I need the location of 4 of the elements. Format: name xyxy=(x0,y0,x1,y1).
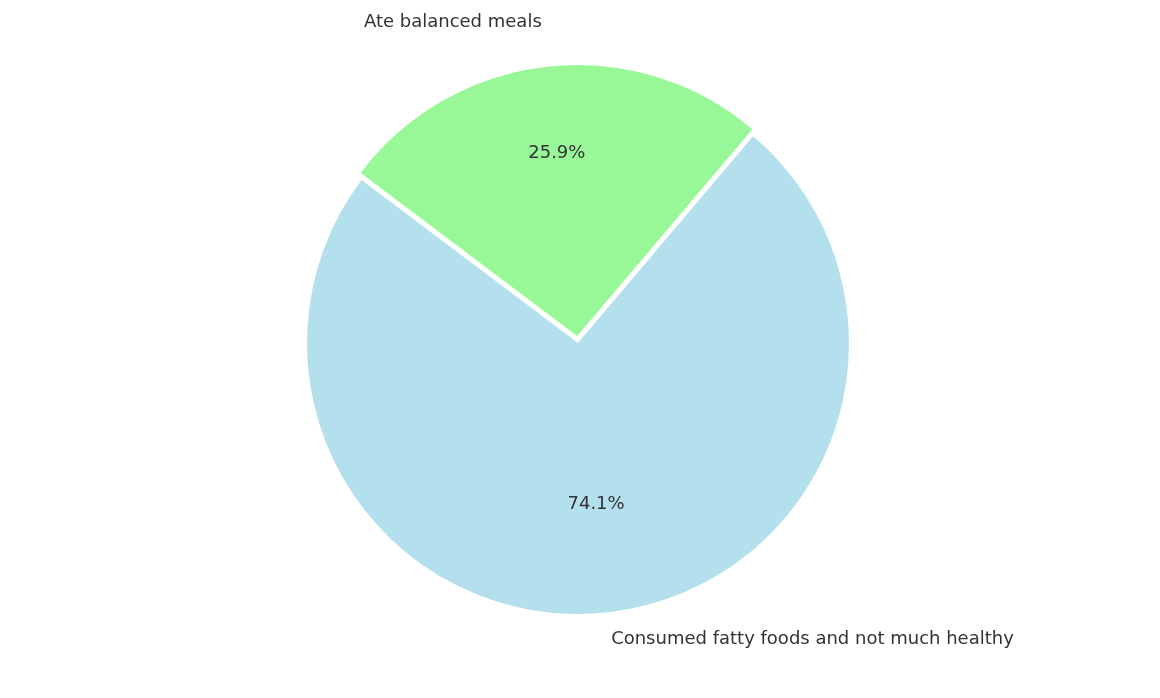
slice-label: Ate balanced meals xyxy=(363,9,542,31)
slice-label: Consumed fatty foods and not much healthy xyxy=(611,626,1015,648)
data-label: 25.9% xyxy=(528,141,586,163)
data-label: 74.1% xyxy=(567,492,625,514)
